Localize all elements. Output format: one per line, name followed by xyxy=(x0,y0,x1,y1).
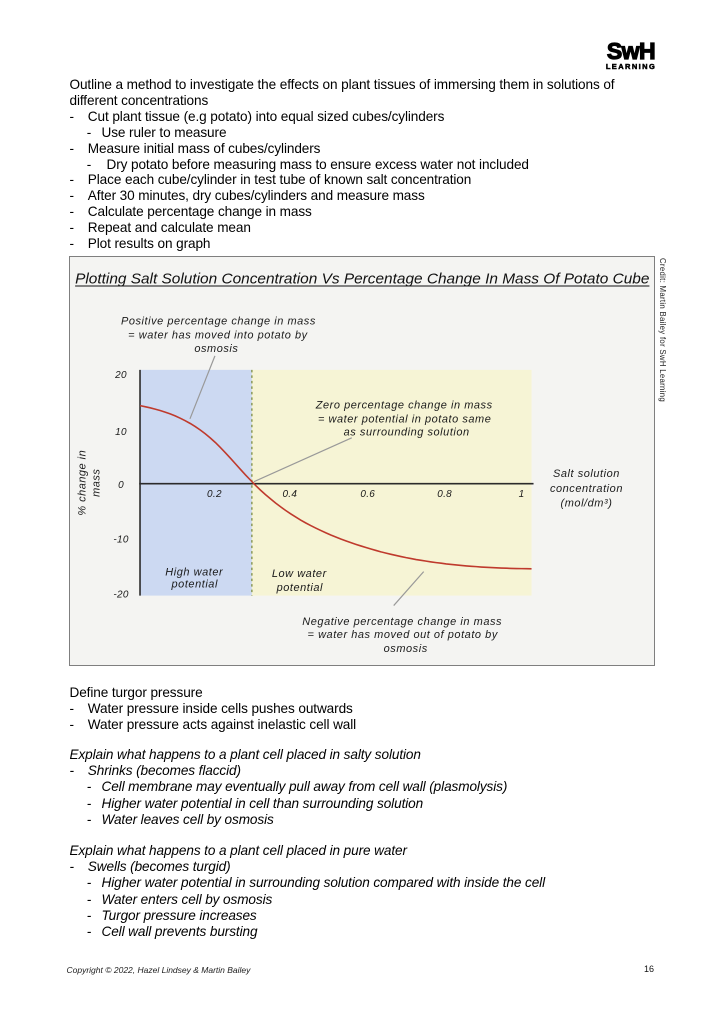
svg-text:Zero percentage change in mass: Zero percentage change in mass xyxy=(315,399,493,411)
svg-text:= water has moved into potato: = water has moved into potato by xyxy=(128,329,308,341)
svg-text:Salt solution: Salt solution xyxy=(553,468,620,480)
svg-text:osmosis: osmosis xyxy=(194,343,238,355)
svg-text:potential: potential xyxy=(171,579,218,591)
svg-text:0.2: 0.2 xyxy=(207,489,222,500)
svg-text:mass: mass xyxy=(91,469,103,497)
svg-text:concentration: concentration xyxy=(550,483,623,495)
svg-text:0: 0 xyxy=(118,480,124,491)
svg-text:Negative percentage change in: Negative percentage change in mass xyxy=(302,616,502,628)
svg-text:% change in: % change in xyxy=(77,450,89,516)
svg-text:osmosis: osmosis xyxy=(384,643,428,655)
svg-text:Low water: Low water xyxy=(272,568,328,580)
svg-text:20: 20 xyxy=(114,370,127,381)
svg-text:as surrounding solution: as surrounding solution xyxy=(344,426,470,438)
svg-text:Positive percentage change in: Positive percentage change in mass xyxy=(121,315,316,327)
svg-text:0.8: 0.8 xyxy=(437,489,452,500)
svg-text:-20: -20 xyxy=(113,590,128,601)
svg-text:High water: High water xyxy=(165,567,224,579)
svg-text:= water has moved out of potat: = water has moved out of potato by xyxy=(308,629,499,641)
svg-text:(mol/dm³): (mol/dm³) xyxy=(561,498,613,510)
svg-text:10: 10 xyxy=(115,427,127,438)
svg-text:1: 1 xyxy=(519,489,525,500)
svg-text:-10: -10 xyxy=(113,535,128,546)
svg-text:potential: potential xyxy=(276,582,323,594)
svg-text:0.4: 0.4 xyxy=(282,489,297,500)
svg-text:Plotting Salt Solution Concent: Plotting Salt Solution Concentration Vs … xyxy=(75,271,649,287)
svg-text:= water potential in potato sa: = water potential in potato same xyxy=(318,413,491,425)
svg-text:0.6: 0.6 xyxy=(360,489,375,500)
